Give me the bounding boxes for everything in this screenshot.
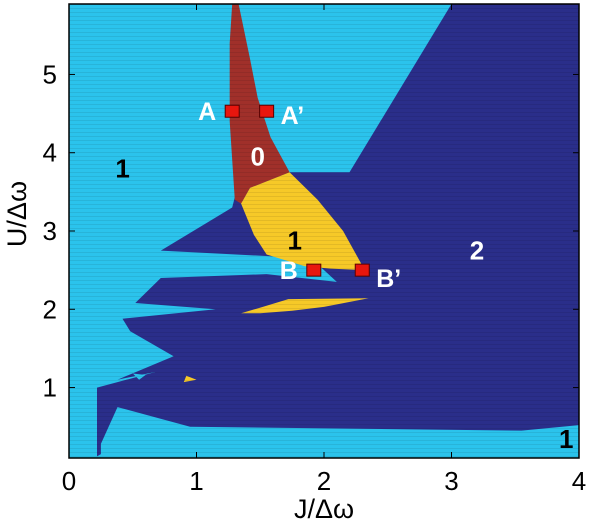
region-label-1: 1 (115, 153, 129, 183)
point-label-3: B’ (376, 265, 401, 293)
region-label-3: 1 (559, 424, 573, 454)
point-marker-3 (354, 263, 370, 277)
region-annotations: 0 1 1 1 2 (115, 142, 573, 455)
region-label-2: 1 (287, 225, 301, 255)
y-axis-label: U/Δω (2, 181, 32, 247)
region-label-4: 2 (470, 236, 484, 266)
x-axis-label: J/Δω (294, 494, 354, 524)
x-tick-label-4: 4 (572, 466, 586, 496)
plot-area: 0 1 1 1 2 A A’ B B’ (69, 4, 579, 458)
x-tick-label-0: 0 (62, 466, 76, 496)
point-label-0: A (198, 98, 216, 126)
point-label-2: B (280, 257, 298, 285)
y-axis-ticks: 1 2 3 4 5 (43, 59, 579, 403)
x-tick-label-2: 2 (317, 466, 331, 496)
point-marker-1 (259, 104, 275, 118)
y-tick-label-1: 2 (43, 294, 57, 324)
x-axis-ticks: 0 1 2 3 4 (62, 4, 586, 496)
point-marker-0 (224, 104, 240, 118)
point-marker-2 (306, 263, 322, 277)
x-tick-label-1: 1 (189, 466, 203, 496)
y-tick-label-4: 5 (43, 59, 57, 89)
region-label-0: 0 (250, 142, 264, 172)
point-label-1: A’ (281, 102, 305, 130)
y-tick-label-3: 4 (43, 138, 57, 168)
x-tick-label-3: 3 (444, 466, 458, 496)
y-tick-label-2: 3 (43, 216, 57, 246)
marked-points: A A’ B B’ (198, 98, 401, 293)
y-tick-label-0: 1 (43, 373, 57, 403)
pixel-texture (69, 4, 579, 458)
